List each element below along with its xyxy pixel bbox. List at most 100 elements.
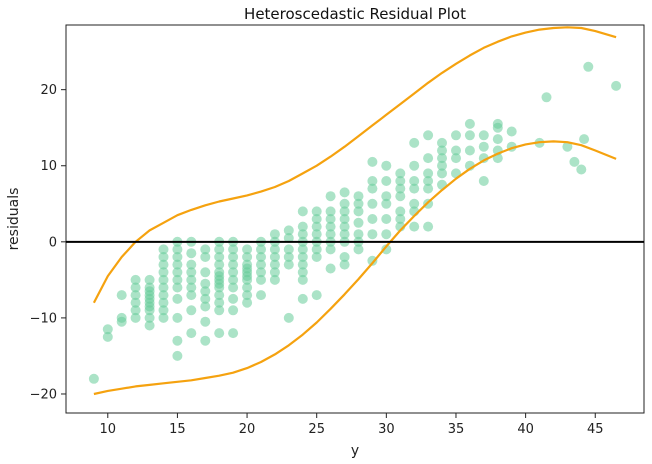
scatter-point — [228, 294, 238, 304]
scatter-point — [298, 275, 308, 285]
scatter-point — [242, 298, 252, 308]
lower-band-line — [94, 141, 616, 394]
y-tick-label: −10 — [30, 311, 57, 326]
scatter-point — [381, 176, 391, 186]
scatter-point — [145, 321, 155, 331]
scatter-point — [437, 168, 447, 178]
scatter-point — [214, 328, 224, 338]
scatter-point — [576, 165, 586, 175]
scatter-point — [284, 260, 294, 270]
scatter-point — [479, 142, 489, 152]
scatter-point — [312, 252, 322, 262]
scatter-point — [423, 130, 433, 140]
scatter-point — [465, 130, 475, 140]
scatter-point — [326, 191, 336, 201]
scatter-point — [284, 313, 294, 323]
scatter-point — [326, 264, 336, 274]
scatter-point — [354, 244, 364, 254]
scatter-point — [367, 229, 377, 239]
scatter-point — [228, 283, 238, 293]
y-tick-label: −20 — [30, 387, 57, 402]
scatter-point — [465, 146, 475, 156]
scatter-point — [340, 260, 350, 270]
y-tick-label: 0 — [49, 235, 57, 250]
scatter-point — [172, 294, 182, 304]
scatter-point — [326, 244, 336, 254]
scatter-point — [159, 313, 169, 323]
upper-band-line — [94, 27, 616, 302]
scatter-point — [409, 138, 419, 148]
scatter-point — [200, 267, 210, 277]
scatter-point — [172, 336, 182, 346]
scatter-point — [200, 252, 210, 262]
scatter-point — [256, 275, 266, 285]
scatter-point — [186, 248, 196, 258]
scatter-point — [172, 313, 182, 323]
scatter-point — [409, 222, 419, 232]
x-tick-label: 45 — [587, 422, 604, 437]
scatter-point — [228, 328, 238, 338]
scatter-point — [542, 92, 552, 102]
scatter-point — [381, 229, 391, 239]
scatter-point — [298, 294, 308, 304]
scatter-point — [89, 374, 99, 384]
plot-frame — [66, 25, 644, 413]
scatter-point — [354, 206, 364, 216]
scatter-point — [569, 157, 579, 167]
y-axis-label: residuals — [6, 188, 22, 251]
scatter-point — [423, 222, 433, 232]
x-axis-label: y — [351, 443, 359, 459]
x-tick-label: 25 — [308, 422, 325, 437]
x-tick-label: 15 — [169, 422, 186, 437]
scatter-point — [200, 302, 210, 312]
scatter-point — [367, 184, 377, 194]
scatter-point — [228, 305, 238, 315]
scatter-point — [186, 290, 196, 300]
x-tick-label: 20 — [239, 422, 256, 437]
scatter-point — [340, 187, 350, 197]
scatter-points — [89, 62, 621, 384]
scatter-point — [507, 127, 517, 137]
scatter-point — [611, 81, 621, 91]
scatter-point — [583, 62, 593, 72]
scatter-point — [200, 317, 210, 327]
y-tick-label: 20 — [40, 83, 57, 98]
x-tick-label: 35 — [448, 422, 465, 437]
scatter-point — [186, 328, 196, 338]
scatter-point — [465, 119, 475, 129]
scatter-point — [270, 275, 280, 285]
scatter-point — [354, 218, 364, 228]
scatter-point — [409, 184, 419, 194]
scatter-point — [381, 199, 391, 209]
scatter-point — [367, 214, 377, 224]
scatter-point — [172, 351, 182, 361]
scatter-point — [451, 153, 461, 163]
scatter-point — [200, 336, 210, 346]
scatter-point — [103, 332, 113, 342]
scatter-point — [479, 176, 489, 186]
scatter-point — [367, 157, 377, 167]
scatter-point — [214, 305, 224, 315]
scatter-point — [479, 130, 489, 140]
scatter-point — [381, 214, 391, 224]
scatter-point — [395, 191, 405, 201]
scatter-point — [409, 161, 419, 171]
scatter-point — [172, 283, 182, 293]
scatter-point — [256, 290, 266, 300]
scatter-point — [117, 317, 127, 327]
scatter-point — [381, 161, 391, 171]
scatter-point — [493, 134, 503, 144]
x-tick-label: 30 — [378, 422, 395, 437]
y-tick-label: 10 — [40, 159, 57, 174]
scatter-point — [493, 123, 503, 133]
scatter-point — [117, 290, 127, 300]
scatter-point — [186, 305, 196, 315]
scatter-point — [579, 134, 589, 144]
x-tick-label: 10 — [100, 422, 117, 437]
scatter-point — [312, 290, 322, 300]
scatter-point — [423, 184, 433, 194]
scatter-point — [367, 199, 377, 209]
scatter-point — [298, 206, 308, 216]
